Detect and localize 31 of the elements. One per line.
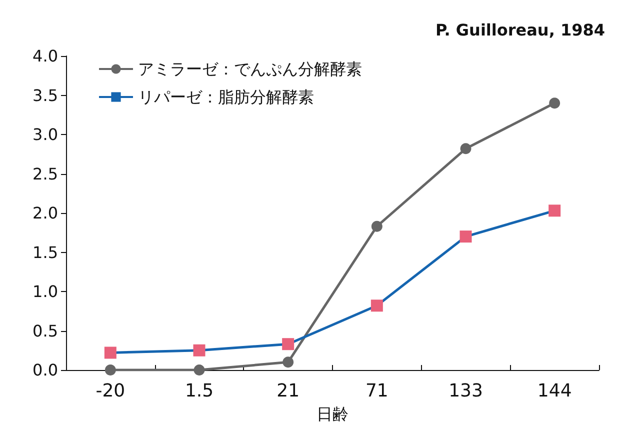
x-tick-label: 71 (365, 380, 388, 402)
legend-label: リパーゼ：脂肪分解酵素 (138, 88, 314, 106)
x-tick-label: 21 (276, 380, 300, 402)
point (194, 364, 205, 376)
y-tick-label: 3.0 (32, 125, 58, 144)
x-tick-label: 1.5 (184, 380, 214, 402)
x-tick-label: -20 (96, 380, 126, 402)
y-tick-label: 2.0 (32, 204, 58, 222)
point (282, 356, 294, 368)
text: P. Guilloreau, 1984 (435, 20, 605, 40)
y-tick-label: 1.0 (32, 282, 58, 301)
x-tick-label: 144 (537, 380, 572, 402)
y-tick-label: 3.5 (32, 86, 58, 105)
y-tick-label: 1.5 (32, 242, 58, 262)
legend-label: アミラーゼ：でんぷん分解酵素 (138, 60, 362, 78)
y-tick-label: 0.5 (32, 321, 58, 340)
y-tick-label: 4.0 (32, 46, 58, 66)
point (104, 364, 116, 376)
point (104, 346, 116, 359)
x-tick-label: 133 (448, 380, 483, 402)
point (460, 143, 472, 154)
point (282, 338, 294, 350)
point (549, 98, 560, 109)
x-axis-title: 日齢 (316, 404, 348, 424)
point (548, 204, 561, 217)
point (193, 344, 206, 356)
point (370, 300, 383, 312)
point (371, 220, 382, 232)
point (460, 230, 472, 243)
y-tick-label: 0.0 (32, 360, 58, 380)
y-tick-label: 2.5 (32, 164, 58, 184)
